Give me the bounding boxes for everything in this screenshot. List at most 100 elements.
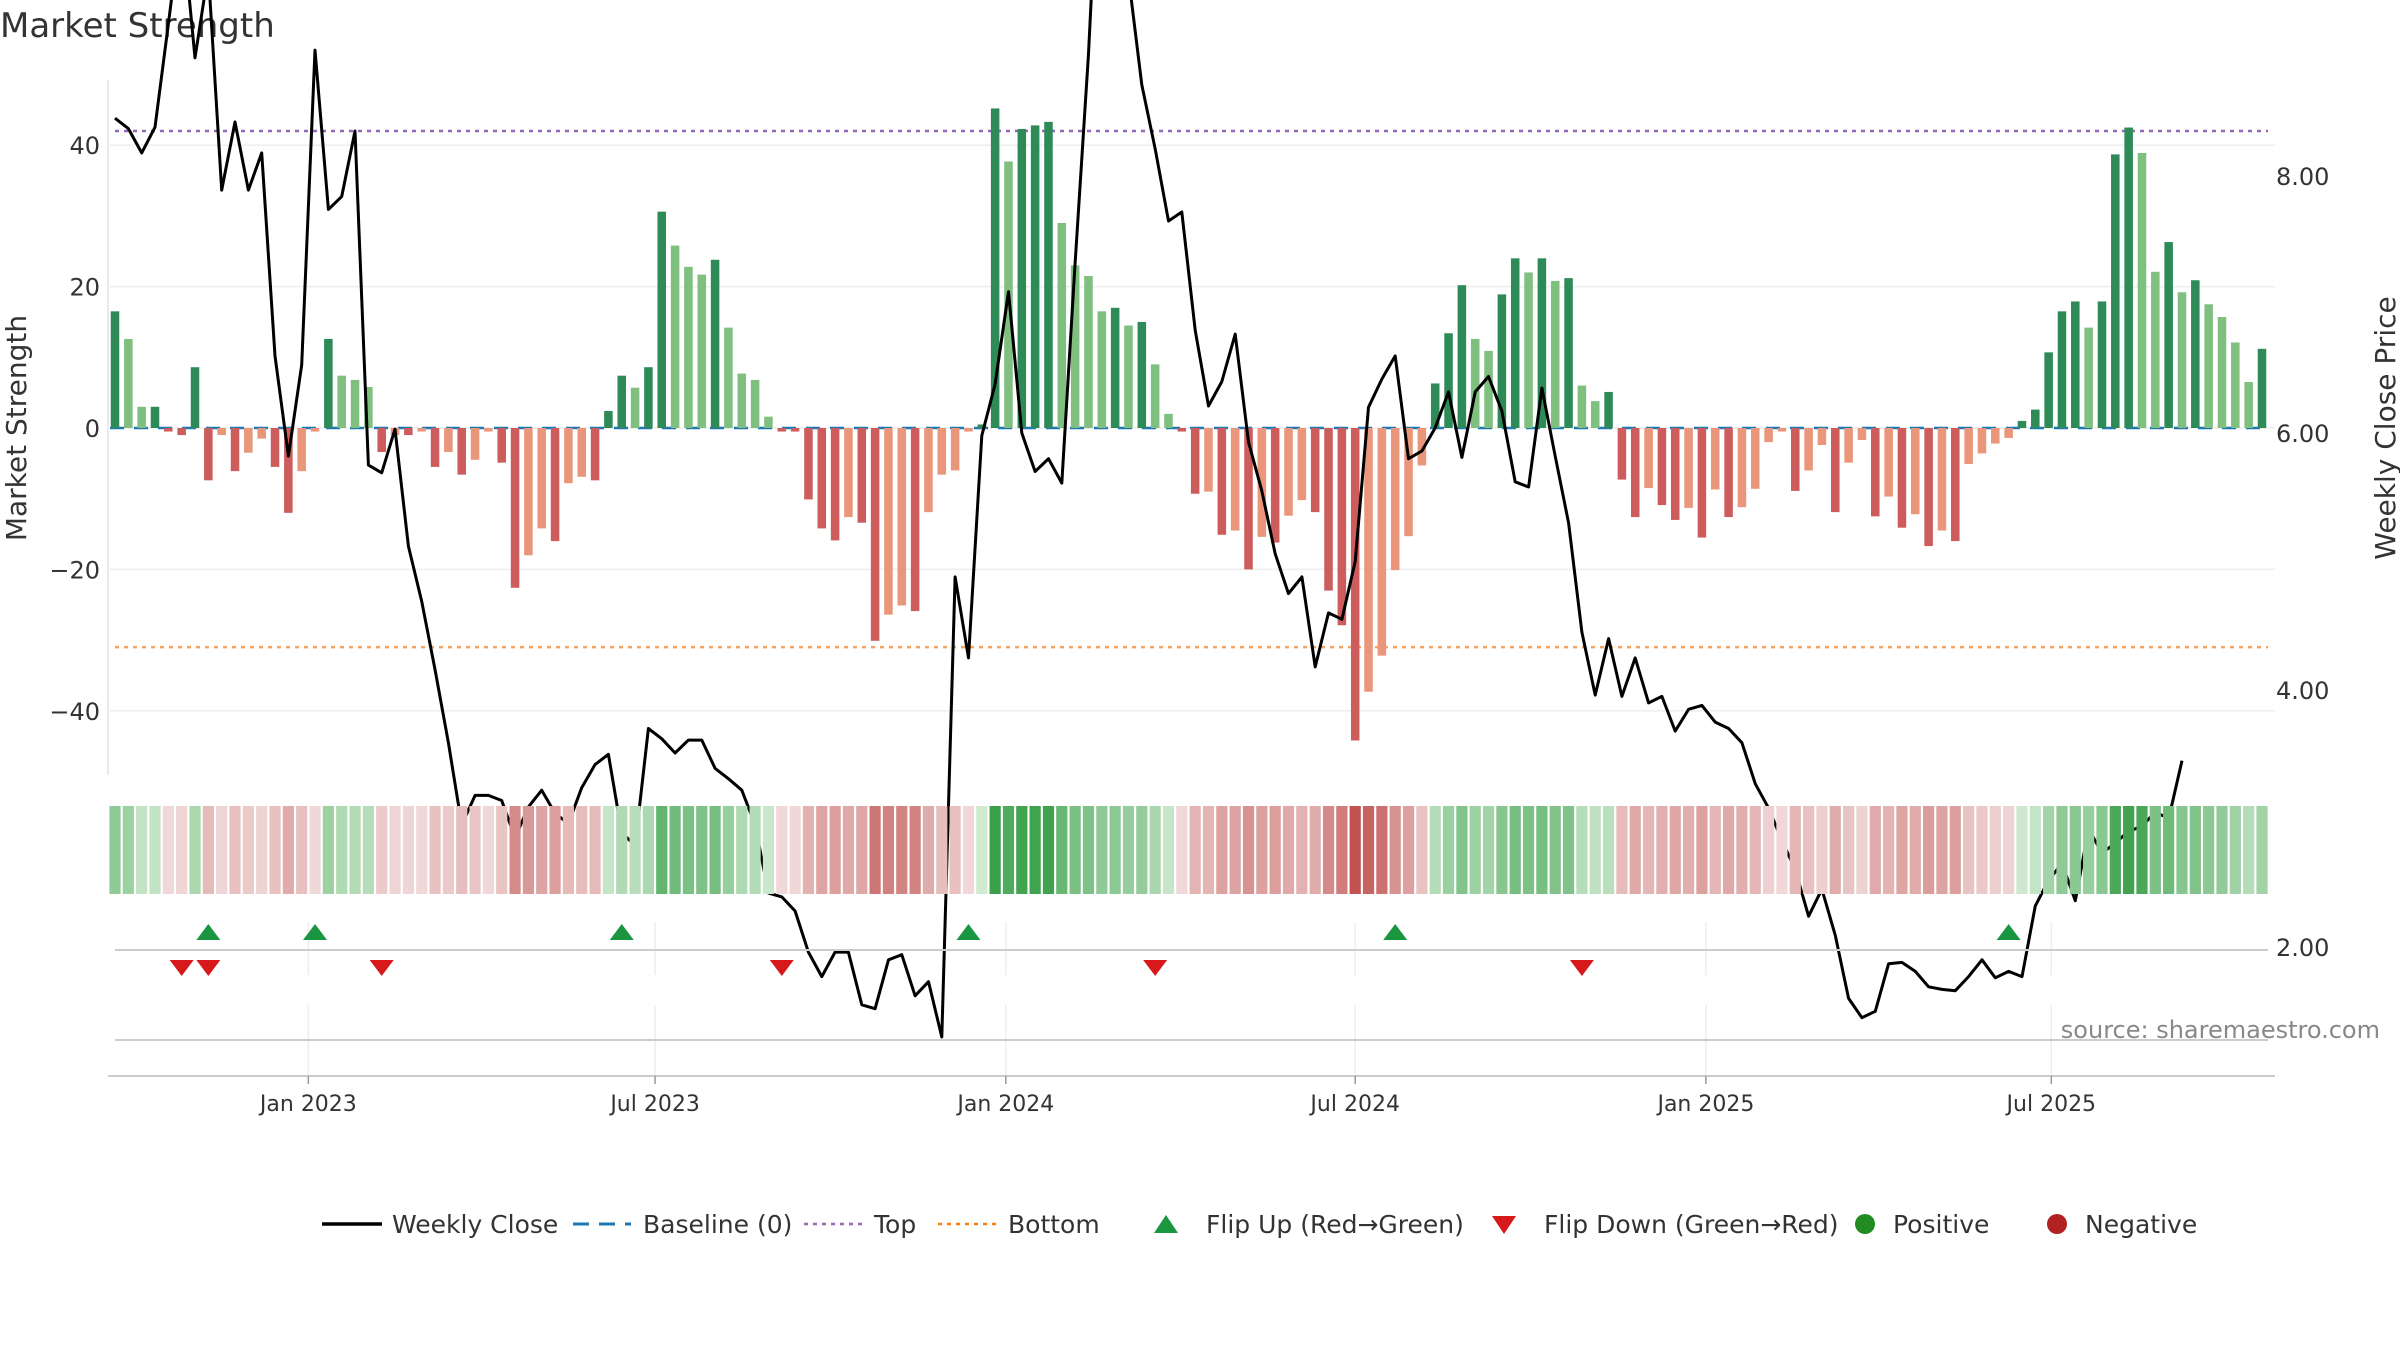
heat-cell-133 xyxy=(1883,806,1895,894)
strength-bar-37 xyxy=(604,411,613,428)
heat-cell-161 xyxy=(2256,806,2268,894)
heat-cell-52 xyxy=(802,806,815,894)
heat-cell-99 xyxy=(1429,806,1441,894)
strength-bar-150 xyxy=(2111,154,2120,429)
heat-cell-114 xyxy=(1629,806,1641,894)
strength-bar-127 xyxy=(1804,428,1813,471)
strength-bar-138 xyxy=(1951,428,1960,542)
heat-cell-102 xyxy=(1469,806,1481,894)
strength-bar-56 xyxy=(857,428,867,523)
heat-cell-61 xyxy=(922,806,935,894)
strength-bar-104 xyxy=(1497,294,1507,428)
heat-cell-154 xyxy=(2163,806,2175,894)
heat-cell-5 xyxy=(176,806,188,894)
strength-bar-105 xyxy=(1510,258,1520,428)
strength-bar-15 xyxy=(310,428,320,432)
heat-cell-68 xyxy=(1016,806,1028,894)
heat-cell-86 xyxy=(1256,806,1268,894)
strength-bar-6 xyxy=(190,367,200,428)
heat-cell-35 xyxy=(576,806,588,894)
strength-bar-10 xyxy=(244,428,253,453)
strength-bar-108 xyxy=(1550,280,1560,428)
heat-cell-15 xyxy=(309,806,321,894)
strength-bar-63 xyxy=(950,428,960,471)
heat-cell-130 xyxy=(1843,806,1855,894)
strength-bar-46 xyxy=(724,327,733,428)
strength-bar-33 xyxy=(550,428,560,542)
empty-panel xyxy=(108,1005,2275,1077)
heat-cell-116 xyxy=(1656,806,1668,894)
heat-cell-6 xyxy=(189,806,201,894)
strength-bar-12 xyxy=(270,428,280,467)
legend-label-top: Top xyxy=(873,1210,916,1239)
strength-bar-85 xyxy=(1244,428,1253,570)
heat-cell-54 xyxy=(829,806,841,894)
strength-bar-7 xyxy=(204,428,213,481)
strength-bar-134 xyxy=(1897,428,1907,528)
strength-bar-41 xyxy=(657,211,667,428)
legend-label-bottom: Bottom xyxy=(1008,1210,1100,1239)
heat-cell-157 xyxy=(2203,806,2215,894)
legend-item-flipup: Flip Up (Red→Green) xyxy=(1154,1210,1464,1239)
legend-item-negative: Negative xyxy=(2047,1210,2197,1239)
heat-cell-88 xyxy=(1282,806,1295,894)
heat-cell-13 xyxy=(282,806,294,894)
strength-bar-81 xyxy=(1190,428,1200,494)
strength-bar-78 xyxy=(1150,364,1160,428)
strength-bar-71 xyxy=(1057,222,1067,428)
strength-bar-142 xyxy=(2004,428,2013,438)
heat-cell-148 xyxy=(2083,806,2095,894)
heat-cell-41 xyxy=(656,806,668,894)
heat-cell-40 xyxy=(642,806,655,894)
heat-cell-149 xyxy=(2096,806,2108,894)
x-tick-label-5: Jul 2025 xyxy=(2005,1092,2097,1117)
strength-bar-8 xyxy=(217,428,226,436)
legend-label-positive: Positive xyxy=(1893,1210,1989,1239)
heat-cell-151 xyxy=(2123,806,2135,894)
strength-bar-90 xyxy=(1310,428,1320,513)
heat-cell-31 xyxy=(522,806,534,894)
strength-bar-3 xyxy=(150,406,160,428)
heat-cell-69 xyxy=(1029,806,1041,894)
legend-item-flipdown: Flip Down (Green→Red) xyxy=(1492,1210,1839,1239)
strength-bar-129 xyxy=(1830,428,1840,513)
strength-bar-61 xyxy=(924,428,933,513)
strength-bar-64 xyxy=(964,428,973,432)
x-tick-label-3: Jul 2024 xyxy=(1308,1092,1400,1117)
strength-bar-38 xyxy=(617,375,627,428)
strength-bar-140 xyxy=(1977,428,1987,454)
heat-cell-89 xyxy=(1296,806,1308,894)
strength-bar-95 xyxy=(1377,428,1387,656)
strength-bar-116 xyxy=(1657,428,1667,506)
strength-bar-0 xyxy=(110,311,120,428)
strength-bar-13 xyxy=(284,428,293,513)
heat-cell-145 xyxy=(2043,806,2055,894)
heat-cell-75 xyxy=(1109,806,1121,894)
heat-cell-76 xyxy=(1122,806,1135,894)
right-y-axis: 10.008.006.004.002.00 xyxy=(2276,163,2329,962)
strength-bar-135 xyxy=(1911,428,1920,515)
legend-swatch-flipdown xyxy=(1492,1216,1516,1234)
heat-cell-30 xyxy=(509,806,521,894)
strength-bar-160 xyxy=(2244,382,2253,428)
flip-up-marker-1 xyxy=(303,924,328,940)
flip-down-marker-3 xyxy=(769,960,794,976)
strength-bar-98 xyxy=(1417,428,1427,466)
heat-cell-78 xyxy=(1149,806,1161,894)
heat-cell-93 xyxy=(1349,806,1361,894)
reference-lines xyxy=(110,129,2270,649)
strength-bar-47 xyxy=(737,373,747,428)
heat-cell-2 xyxy=(136,806,148,894)
heat-cell-67 xyxy=(1002,806,1015,894)
strength-bar-88 xyxy=(1284,428,1293,516)
heat-cell-36 xyxy=(589,806,601,894)
strength-bar-93 xyxy=(1350,428,1360,741)
strength-bar-144 xyxy=(2031,409,2040,428)
heat-cell-159 xyxy=(2229,806,2241,894)
x-tick-label-1: Jul 2023 xyxy=(608,1092,700,1117)
heat-cell-136 xyxy=(1923,806,1935,894)
heat-cell-111 xyxy=(1589,806,1601,894)
heat-cell-123 xyxy=(1749,806,1761,894)
strength-bar-159 xyxy=(2231,342,2240,428)
